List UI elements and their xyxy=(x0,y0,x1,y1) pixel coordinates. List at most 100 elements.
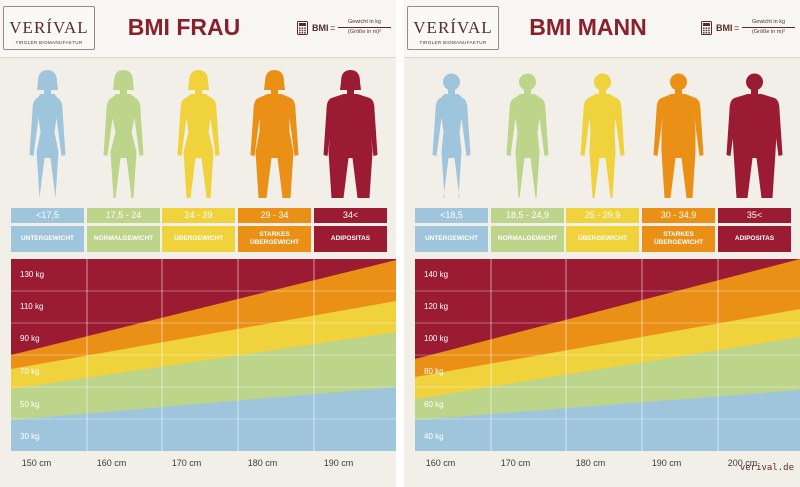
formula-numerator: Gewicht in kg xyxy=(347,19,381,25)
figure-body xyxy=(103,94,144,198)
figure-body xyxy=(177,94,220,198)
logo-wordmark: VERÍVAL xyxy=(9,18,89,37)
bmi-category-label: ÜBERGEWICHT xyxy=(566,226,639,252)
body-figure xyxy=(566,60,639,206)
formula-equals: = xyxy=(330,23,336,33)
height-tick-label: 180 cm xyxy=(247,458,278,468)
bmi-category-label: UNTERGEWICHT xyxy=(11,226,84,252)
bmi-zone-band xyxy=(415,390,800,451)
calculator-icon xyxy=(297,21,308,35)
formula-fraction-line xyxy=(742,27,795,28)
bmi-category-label: NORMALGEWICHT xyxy=(87,226,160,252)
body-figure xyxy=(11,60,84,206)
page-title: BMI FRAU xyxy=(127,14,241,40)
figure-neck xyxy=(195,89,202,96)
bmi-range-label: 18,5 - 24,9 xyxy=(491,208,564,223)
weight-tick-label: 90 kg xyxy=(20,334,40,343)
height-tick-label: 200 cm xyxy=(727,458,758,468)
body-figure xyxy=(238,60,311,206)
bmi-formula: BMI = Gewicht in kg (Größe in m)² xyxy=(701,19,797,41)
bmi-weight-height-chart xyxy=(11,259,396,451)
header: VERÍVAL TIROLER BIOMANUFAKTUR BMI MANN BMI =… xyxy=(404,0,800,58)
figure-neck xyxy=(751,89,758,96)
logo-wordmark: VERÍVAL xyxy=(413,18,493,37)
bmi-range-label: 25 - 29,9 xyxy=(566,208,639,223)
figure-hair xyxy=(264,70,285,90)
weight-tick-label: 130 kg xyxy=(20,270,45,279)
formula-denominator: (Größe in m)² xyxy=(752,29,785,35)
figure-head xyxy=(746,73,763,91)
figure-body xyxy=(29,94,66,198)
bmi-mann-panel: VERÍVAL TIROLER BIOMANUFAKTUR BMI MANN BMI =… xyxy=(404,0,800,487)
body-figure xyxy=(87,60,160,206)
weight-tick-label: 140 kg xyxy=(424,270,449,279)
header: VERÍVAL TIROLER BIOMANUFAKTUR BMI FRAU BMI =… xyxy=(0,0,396,58)
bmi-frau-panel: VERÍVAL TIROLER BIOMANUFAKTUR BMI FRAU BMI =… xyxy=(0,0,396,487)
height-tick-label: 150 cm xyxy=(21,458,52,468)
bmi-category-label: ÜBERGEWICHT xyxy=(162,226,235,252)
height-tick-label: 190 cm xyxy=(323,458,354,468)
bmi-formula: BMI = Gewicht in kg (Größe in m)² xyxy=(297,19,393,41)
figure-head xyxy=(519,73,536,91)
watermark-url: verival.de xyxy=(739,463,794,473)
weight-tick-label: 30 kg xyxy=(20,432,40,441)
formula-equals: = xyxy=(734,23,740,33)
figure-neck xyxy=(44,89,51,96)
figure-head xyxy=(443,73,460,91)
bmi-range-label: 17,5 - 24 xyxy=(87,208,160,223)
figure-body xyxy=(580,94,625,198)
height-tick-label: 160 cm xyxy=(425,458,456,468)
formula-bmi-label: BMI xyxy=(716,23,733,33)
figure-neck xyxy=(524,89,531,96)
weight-tick-label: 50 kg xyxy=(20,400,40,409)
figure-neck xyxy=(675,89,682,96)
bmi-range-label: <17,5 xyxy=(11,208,84,223)
figure-body xyxy=(726,94,783,198)
height-tick-label: 170 cm xyxy=(171,458,202,468)
bmi-range-label: 24 - 29 xyxy=(162,208,235,223)
verival-logo: VERÍVAL TIROLER BIOMANUFAKTUR xyxy=(3,6,95,50)
weight-tick-label: 70 kg xyxy=(20,367,40,376)
bmi-range-label: 29 - 34 xyxy=(238,208,311,223)
figure-body xyxy=(653,94,704,198)
figure-body xyxy=(432,94,471,198)
figure-neck xyxy=(448,89,455,96)
bmi-range-label: 34< xyxy=(314,208,387,223)
figure-body xyxy=(250,94,299,198)
logo-tagline: TIROLER BIOMANUFAKTUR xyxy=(15,40,83,45)
body-figure xyxy=(642,60,715,206)
figure-hair xyxy=(340,70,361,90)
formula-bmi-label: BMI xyxy=(312,23,329,33)
bmi-zone-band xyxy=(11,387,396,451)
figure-hair xyxy=(37,70,58,90)
figure-neck xyxy=(599,89,606,96)
height-tick-label: 180 cm xyxy=(575,458,606,468)
weight-tick-label: 80 kg xyxy=(424,367,444,376)
figure-body xyxy=(506,94,549,198)
bmi-range-label: 30 - 34,9 xyxy=(642,208,715,223)
bmi-category-label: NORMALGEWICHT xyxy=(491,226,564,252)
verival-logo: VERÍVAL TIROLER BIOMANUFAKTUR xyxy=(407,6,499,50)
figure-neck xyxy=(271,89,278,96)
weight-tick-label: 120 kg xyxy=(424,302,449,311)
bmi-category-label: ADIPOSITAS xyxy=(314,226,387,252)
figure-head xyxy=(594,73,611,91)
calculator-icon xyxy=(701,21,712,35)
weight-tick-label: 110 kg xyxy=(20,302,44,311)
body-figure xyxy=(415,60,488,206)
bmi-category-label: STARKES ÜBERGEWICHT xyxy=(238,226,311,252)
bmi-category-label: UNTERGEWICHT xyxy=(415,226,488,252)
formula-fraction-line xyxy=(338,27,391,28)
height-tick-label: 160 cm xyxy=(96,458,127,468)
formula-denominator: (Größe in m)² xyxy=(348,29,381,35)
height-tick-label: 170 cm xyxy=(500,458,531,468)
weight-tick-label: 100 kg xyxy=(424,334,449,343)
figure-head xyxy=(670,73,687,91)
body-figure xyxy=(314,60,387,206)
formula-numerator: Gewicht in kg xyxy=(751,19,785,25)
bmi-range-label: 35< xyxy=(718,208,791,223)
figure-neck xyxy=(120,89,127,96)
weight-tick-label: 60 kg xyxy=(424,400,444,409)
body-figure xyxy=(718,60,791,206)
figure-neck xyxy=(347,89,354,96)
